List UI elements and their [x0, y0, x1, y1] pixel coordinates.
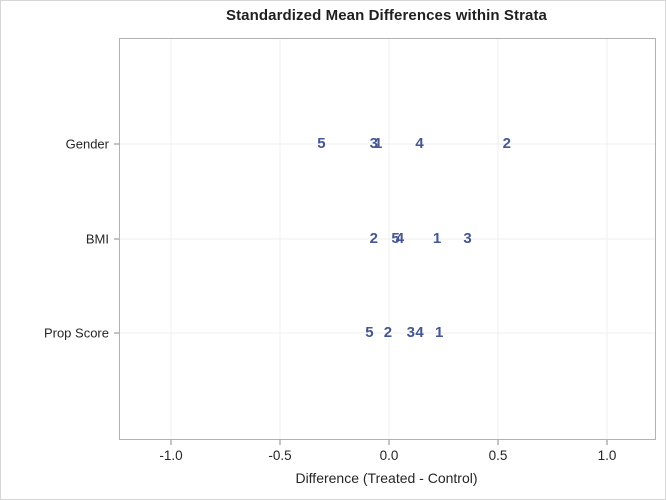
stratum-marker: 1 [373, 135, 383, 153]
stratum-marker: 4 [415, 135, 424, 153]
category-label: BMI [85, 231, 109, 247]
x-tick-label: 1.0 [597, 448, 617, 463]
x-tick-mark [606, 440, 608, 445]
x-tick-label: -1.0 [159, 448, 183, 463]
x-tick-mark [170, 440, 172, 445]
stratum-marker: 3 [369, 135, 378, 153]
x-tick-mark [388, 440, 390, 445]
category-tick-mark [114, 332, 119, 334]
stratum-marker: 2 [369, 230, 378, 248]
x-tick-label: -0.5 [268, 448, 292, 463]
category-gridline [120, 143, 655, 145]
stratum-marker: 5 [391, 230, 400, 248]
x-axis-label: Difference (Treated - Control) [295, 470, 478, 486]
category-gridline [120, 238, 655, 240]
stratum-marker: 5 [365, 324, 374, 342]
category-tick-mark [114, 238, 119, 240]
stratum-marker: 3 [406, 324, 415, 342]
x-tick-label: 0.5 [488, 448, 508, 463]
x-tick-label: 0.0 [379, 448, 399, 463]
chart-title: Standardized Mean Differences within Str… [225, 7, 548, 24]
category-gridline [120, 332, 655, 334]
stratum-marker: 4 [415, 324, 424, 342]
x-tick-mark [279, 440, 281, 445]
stratum-marker: 3 [463, 230, 472, 248]
stratum-marker: 2 [383, 324, 393, 342]
category-tick-mark [114, 143, 119, 145]
stratum-marker: 5 [317, 135, 326, 153]
category-label: Gender [65, 136, 109, 152]
x-tick-mark [497, 440, 499, 445]
plot-area: -1.0 -0.5 0.0 0.5 1.0 Gender BMI Prop Score 5 1 3 4… [44, 38, 656, 463]
stratum-marker: 1 [434, 324, 444, 342]
category-label: Prop Score [43, 325, 109, 341]
stratum-marker: 1 [432, 230, 442, 248]
stratum-marker: 2 [502, 135, 511, 153]
stratum-marker: 4 [395, 230, 405, 248]
